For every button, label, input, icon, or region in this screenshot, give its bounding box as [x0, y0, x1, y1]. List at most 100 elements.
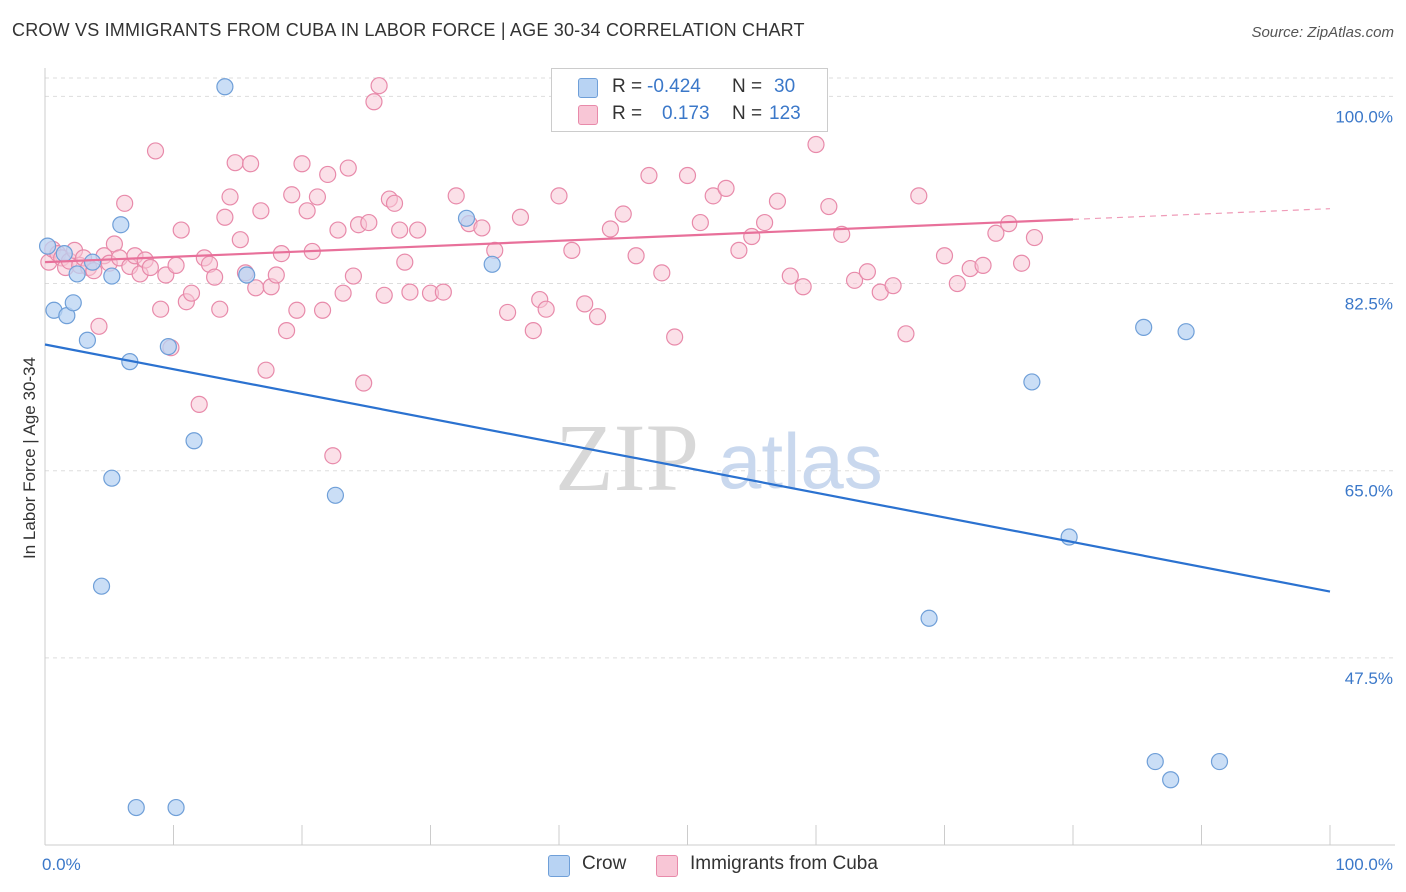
- cuba-point: [717, 179, 735, 197]
- cuba-point: [576, 295, 594, 313]
- crow-swatch: [578, 78, 598, 98]
- cuba-point: [948, 274, 966, 293]
- crow-point: [127, 798, 145, 817]
- cuba-point: [1025, 228, 1044, 247]
- cuba-point: [820, 197, 838, 216]
- crow-point: [1146, 752, 1164, 771]
- cuba-point: [601, 220, 620, 238]
- cuba-point: [691, 213, 709, 232]
- cuba-point: [288, 301, 306, 319]
- crow-legend-label: Crow: [582, 853, 627, 874]
- cuba-point: [755, 213, 774, 232]
- cuba-point: [329, 221, 347, 239]
- crow-point: [167, 798, 185, 817]
- cuba-point: [910, 187, 928, 205]
- cuba-point: [627, 247, 645, 265]
- cuba-point: [216, 208, 234, 226]
- cuba-point: [167, 256, 185, 274]
- crow-point: [1023, 373, 1041, 391]
- y-axis-label: In Labor Force | Age 30-34: [20, 357, 39, 559]
- cuba-point: [704, 187, 722, 205]
- trend-lines: [44, 208, 1331, 593]
- cuba-point: [293, 155, 311, 173]
- cuba-point: [116, 194, 134, 212]
- cuba-point: [339, 159, 357, 177]
- crow-point: [55, 244, 73, 263]
- cuba-point: [473, 219, 491, 237]
- cuba-point: [391, 221, 409, 239]
- cuba-point: [242, 155, 260, 173]
- crow-point: [103, 469, 121, 487]
- cuba-point: [308, 188, 327, 206]
- cuba-point: [794, 278, 812, 296]
- cuba-point: [653, 264, 671, 282]
- axes: [44, 68, 1395, 846]
- cuba-point: [401, 283, 419, 301]
- cuba-point: [743, 227, 761, 246]
- legend-n-value: 30: [774, 76, 796, 97]
- y-tick-label: 47.5%: [1345, 669, 1393, 688]
- legend-n-label: N =: [732, 103, 763, 124]
- crow-point: [112, 216, 130, 234]
- cuba-point: [252, 202, 270, 220]
- crow-point: [238, 266, 256, 284]
- crow-point: [103, 267, 121, 285]
- cuba-point: [226, 154, 244, 172]
- cuba-point: [730, 241, 748, 259]
- legend-n-value: 123: [769, 103, 801, 124]
- cuba-point: [365, 93, 383, 111]
- cuba-point: [267, 266, 285, 284]
- cuba-point: [588, 308, 607, 326]
- cuba-point: [313, 301, 332, 319]
- axis-labels: 47.5% 65.0% 82.5% 100.0% 0.0% 100.0%: [42, 107, 1393, 874]
- crow-point: [1135, 318, 1153, 336]
- cuba-points: [40, 77, 1044, 465]
- cuba-point: [845, 271, 864, 289]
- crow-point: [1210, 752, 1229, 771]
- cuba-point: [858, 263, 877, 281]
- crow-point: [326, 486, 345, 504]
- legend-row-cuba: R = 0.173 N = 123: [552, 102, 827, 128]
- cuba-swatch: [578, 105, 598, 125]
- crow-point: [92, 577, 111, 595]
- cuba-point: [355, 374, 373, 392]
- cuba-point: [146, 142, 165, 160]
- cuba-point: [781, 267, 799, 285]
- cuba-point: [486, 241, 504, 259]
- cuba-point: [614, 205, 632, 223]
- legend-box: R = -0.424 N = 30 R = 0.173 N = 123: [551, 68, 828, 132]
- cuba-point: [190, 395, 208, 413]
- y-tick-label: 82.5%: [1345, 295, 1393, 314]
- cuba-point: [897, 325, 915, 343]
- bottom-legend-cuba: Immigrants from Cuba: [656, 852, 906, 878]
- cuba-point: [434, 283, 452, 301]
- cuba-point: [283, 186, 301, 204]
- watermark: ZIP atlas: [555, 404, 883, 511]
- cuba-point: [1000, 215, 1018, 233]
- crow-point: [185, 432, 203, 450]
- cuba-point: [884, 277, 902, 295]
- cuba-point: [550, 187, 568, 205]
- crow-trend-line: [44, 343, 1331, 593]
- bottom-legend-crow: Crow: [548, 852, 638, 878]
- legend-r-value: -0.424: [647, 76, 701, 97]
- cuba-point: [511, 208, 530, 226]
- cuba-point: [231, 231, 249, 249]
- cuba-point: [499, 303, 517, 322]
- cuba-point: [319, 165, 337, 184]
- y-tick-label: 65.0%: [1345, 482, 1393, 501]
- cuba-point: [1012, 254, 1031, 272]
- chart-title: CROW VS IMMIGRANTS FROM CUBA IN LABOR FO…: [12, 20, 805, 40]
- cuba-point: [182, 284, 201, 302]
- cuba-point: [396, 253, 414, 271]
- cuba-point: [563, 241, 581, 259]
- cuba-point: [324, 447, 342, 465]
- crow-point: [78, 331, 97, 349]
- cuba-trend-extension: [1072, 208, 1331, 220]
- crow-point: [1177, 323, 1195, 341]
- cuba-point: [833, 225, 851, 243]
- crow-point: [68, 265, 86, 283]
- cuba-point: [90, 317, 108, 335]
- source-label: Source: ZipAtlas.com: [1251, 24, 1394, 41]
